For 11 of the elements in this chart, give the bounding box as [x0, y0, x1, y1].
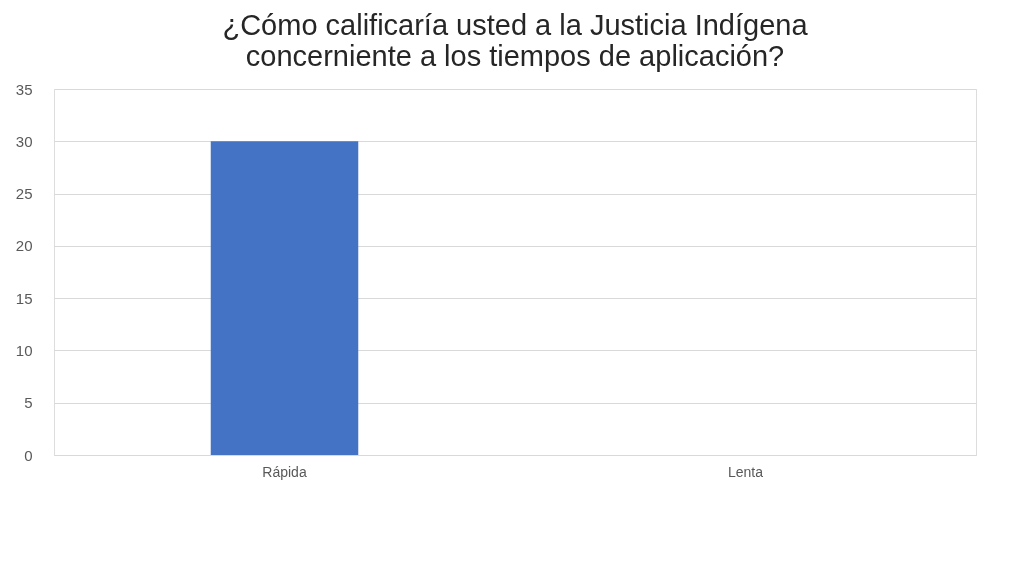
y-tick-label: 20 — [15, 237, 33, 255]
y-tick-label: 15 — [15, 289, 33, 307]
y-tick-label: 30 — [15, 132, 33, 150]
y-tick-label: 25 — [15, 185, 33, 203]
y-tick-label: 0 — [24, 446, 33, 464]
y-tick-label: 10 — [15, 341, 33, 359]
x-tick-label: Rápida — [262, 463, 307, 480]
x-tick-label: Lenta — [727, 463, 764, 480]
y-tick-label: 35 — [15, 80, 33, 98]
y-tick-label: 5 — [24, 394, 33, 412]
chart-title: ¿Cómo calificaría usted a la Justicia Indígena concerniente a los tiempos de aplicación? — [222, 9, 809, 72]
